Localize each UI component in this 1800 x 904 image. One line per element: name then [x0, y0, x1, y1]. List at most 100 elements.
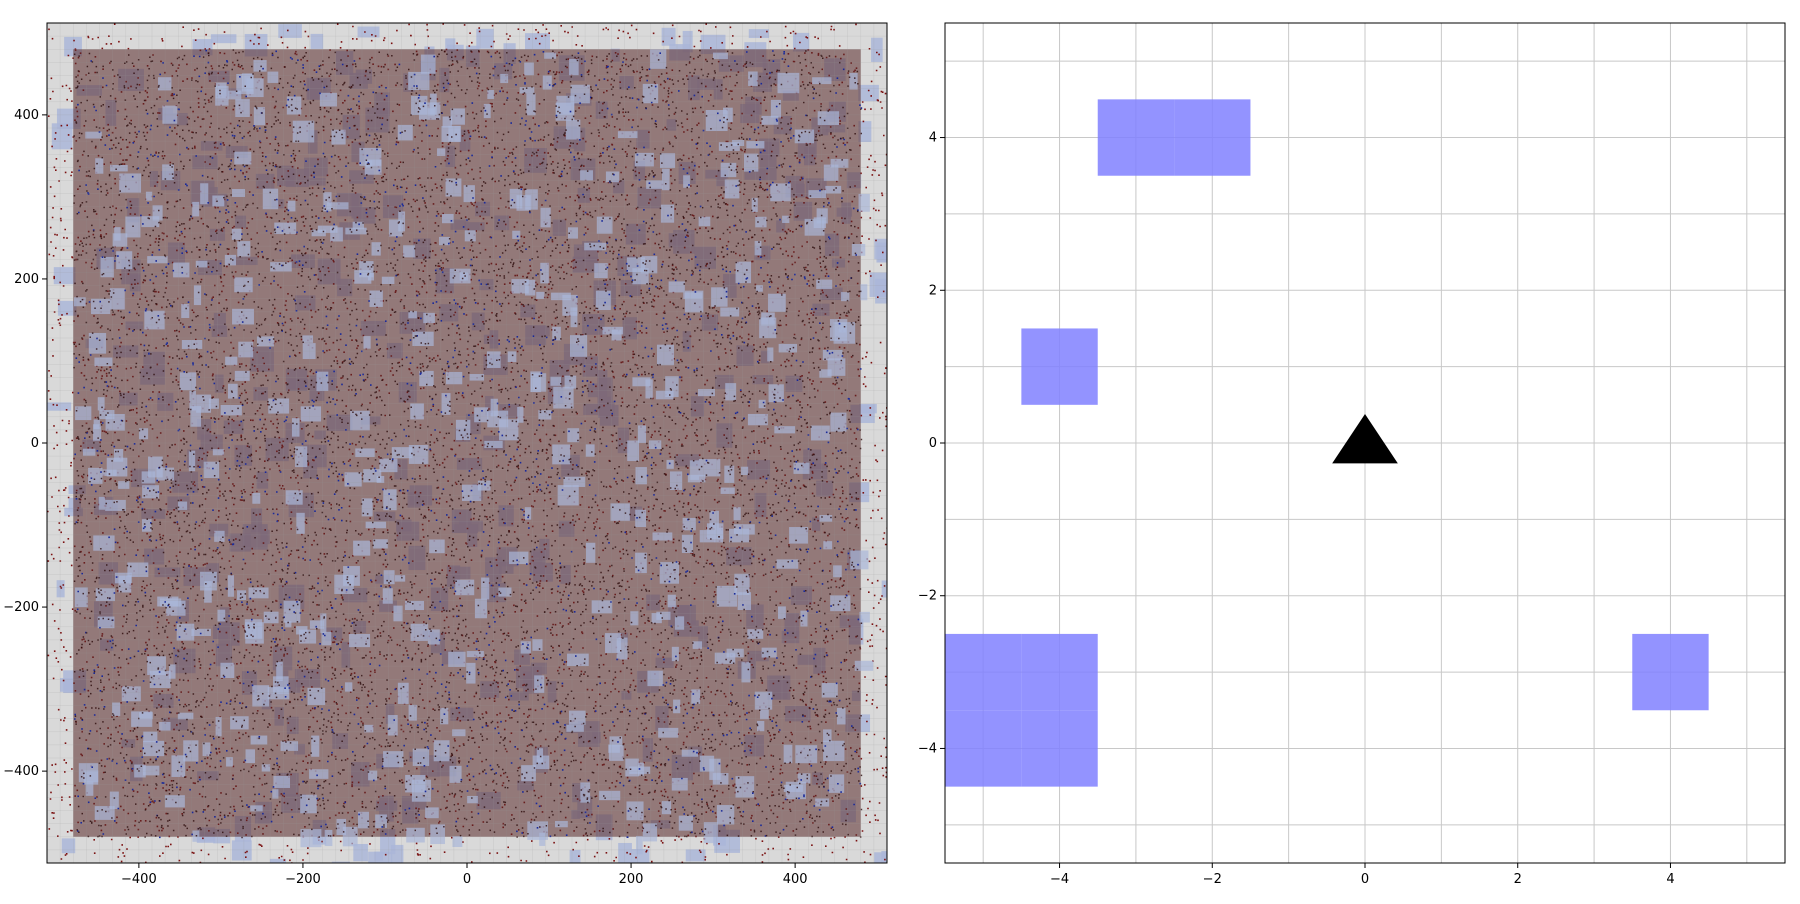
water-patch	[553, 387, 573, 409]
water-patch	[584, 243, 606, 251]
water-patch	[662, 169, 670, 191]
water-patch	[715, 528, 723, 543]
water-patch	[368, 771, 377, 781]
water-patch	[627, 441, 639, 462]
water-patch	[682, 750, 698, 757]
water-patch	[345, 228, 366, 235]
water-patch	[700, 530, 715, 542]
water-patch	[748, 414, 768, 425]
water-patch	[725, 179, 740, 198]
water-patch	[741, 467, 748, 475]
water-patch	[230, 716, 249, 729]
x-tick-label: 200	[619, 872, 644, 887]
water-patch	[618, 131, 638, 138]
water-patch	[852, 244, 865, 256]
water-patch	[110, 792, 119, 809]
water-patch	[276, 662, 283, 681]
water-patch	[657, 345, 674, 366]
water-patch	[808, 190, 826, 198]
water-patch	[213, 449, 224, 455]
water-patch	[647, 671, 662, 687]
water-patch	[301, 406, 321, 421]
water-patch	[232, 840, 252, 860]
water-patch	[759, 400, 766, 408]
water-patch	[383, 588, 393, 604]
water-patch	[643, 823, 657, 841]
water-patch	[173, 263, 189, 278]
water-patch	[563, 477, 585, 487]
water-patch	[278, 24, 302, 38]
water-patch	[540, 263, 549, 284]
water-patch	[388, 715, 398, 736]
x-tick-label: −400	[121, 872, 157, 887]
water-patch	[713, 53, 728, 60]
water-patch	[744, 154, 758, 172]
water-patch	[543, 76, 552, 90]
water-patch	[580, 170, 593, 180]
water-patch	[225, 357, 237, 366]
water-patch	[509, 552, 528, 564]
water-patch	[147, 256, 167, 263]
water-patch	[235, 371, 250, 381]
water-patch	[755, 217, 766, 228]
water-patch	[487, 351, 501, 368]
water-patch	[116, 251, 132, 269]
water-patch	[569, 59, 579, 75]
water-patch	[332, 862, 350, 884]
water-patch	[254, 107, 265, 125]
water-patch	[365, 160, 382, 175]
water-patch	[829, 774, 844, 793]
water-patch	[558, 485, 579, 505]
water-patch	[398, 683, 409, 704]
water-patch	[686, 849, 706, 861]
water-patch	[99, 497, 105, 510]
water-patch	[784, 785, 803, 792]
water-patch	[441, 126, 460, 142]
water-patch	[734, 507, 741, 520]
water-patch	[409, 705, 417, 721]
water-patch	[524, 63, 534, 76]
water-patch	[789, 527, 808, 544]
y-tick-label: 400	[14, 108, 39, 123]
water-patch	[141, 216, 159, 227]
water-patch	[99, 410, 114, 419]
water-patch	[532, 639, 542, 651]
blocked-cell	[1021, 710, 1097, 786]
water-patch	[683, 175, 690, 188]
water-patch	[178, 713, 194, 720]
water-patch	[599, 791, 620, 800]
y-tick-label: 0	[929, 436, 937, 451]
water-patch	[211, 34, 237, 43]
water-patch	[793, 463, 809, 474]
water-patch	[699, 459, 720, 476]
water-patch	[350, 411, 370, 431]
water-patch	[759, 318, 776, 339]
water-patch	[812, 77, 831, 84]
water-patch	[859, 194, 870, 212]
water-patch	[478, 481, 491, 491]
water-patch	[96, 588, 115, 601]
y-tick-label: 0	[31, 436, 39, 451]
water-patch	[325, 830, 333, 846]
water-patch	[345, 682, 352, 691]
water-patch	[534, 675, 544, 693]
water-patch	[704, 822, 718, 843]
water-patch	[475, 599, 487, 619]
water-patch	[769, 384, 784, 402]
water-patch	[571, 307, 578, 327]
water-patch	[767, 347, 773, 361]
water-patch	[143, 741, 164, 756]
water-patch	[721, 163, 737, 177]
water-patch	[148, 457, 163, 478]
water-patch	[292, 418, 300, 437]
water-patch	[79, 763, 98, 782]
water-patch	[89, 333, 106, 354]
water-patch	[734, 524, 755, 534]
water-patch	[75, 406, 91, 420]
water-patch	[660, 562, 679, 584]
water-patch	[343, 566, 360, 586]
water-patch	[392, 447, 413, 458]
water-patch	[611, 503, 630, 520]
water-patch	[452, 729, 465, 736]
water-patch	[403, 245, 415, 257]
